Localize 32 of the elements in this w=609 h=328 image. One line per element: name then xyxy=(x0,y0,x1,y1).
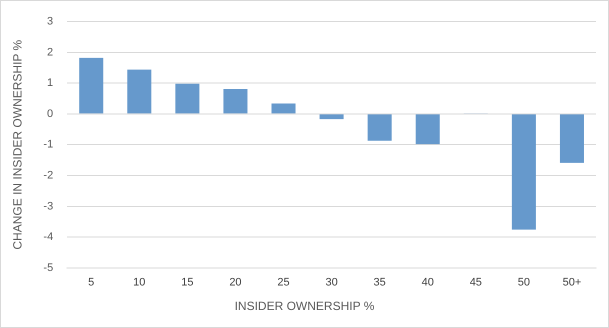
bar xyxy=(272,103,296,114)
x-tick-label: 10 xyxy=(133,276,146,288)
y-tick-label: -2 xyxy=(43,170,54,182)
bar xyxy=(320,114,344,120)
x-tick-label: 25 xyxy=(277,276,290,288)
x-tick-label: 15 xyxy=(181,276,194,288)
x-axis-title: INSIDER OWNERSHIP % xyxy=(234,299,376,313)
y-tick-label: 2 xyxy=(47,46,54,58)
bar xyxy=(79,58,104,114)
x-tick-label: 45 xyxy=(470,276,482,288)
bar xyxy=(560,114,584,163)
bar xyxy=(127,70,152,114)
y-axis-title: CHANGE IN INSIDER OWNERSHIP % xyxy=(10,39,25,250)
y-tick-label: -4 xyxy=(43,231,54,244)
bar xyxy=(223,88,248,114)
y-tick-label: -5 xyxy=(43,262,54,274)
bar xyxy=(175,84,200,114)
x-tick-label: 50+ xyxy=(562,276,582,288)
y-tick-label: 3 xyxy=(47,16,54,28)
y-tick-label: 1 xyxy=(47,77,54,90)
x-tick-label: 50 xyxy=(518,276,530,288)
x-tick-label: 30 xyxy=(325,276,338,288)
bar xyxy=(512,114,536,230)
x-tick-label: 35 xyxy=(374,276,386,288)
y-tick-label: -1 xyxy=(43,138,54,151)
x-tick-label: 40 xyxy=(422,276,434,288)
bar xyxy=(368,114,392,141)
x-tick-label: 20 xyxy=(229,276,242,288)
y-tick-label: 0 xyxy=(47,108,54,120)
bar xyxy=(416,114,440,144)
y-tick-label: -3 xyxy=(43,200,54,212)
x-tick-label: 5 xyxy=(88,276,94,288)
